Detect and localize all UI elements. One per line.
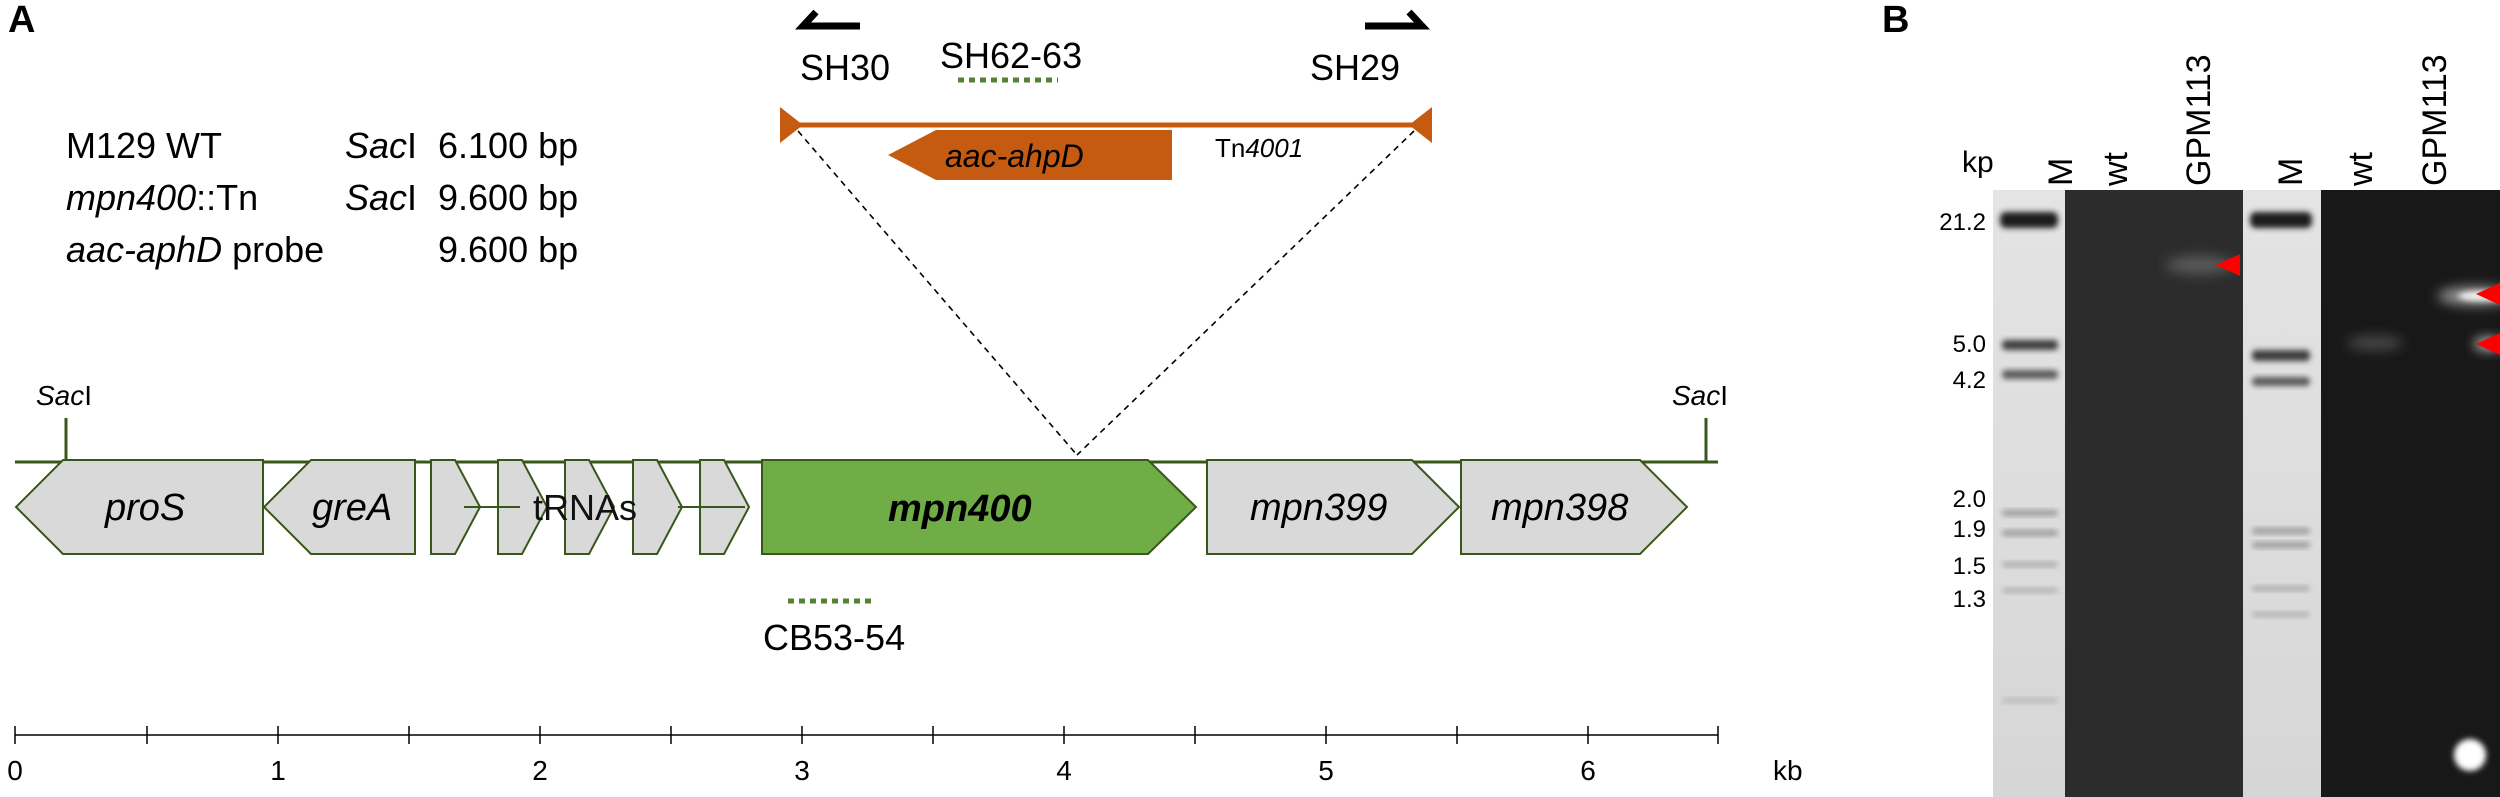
saci-site-right-label: SacI [1672, 380, 1728, 411]
kb-axis-ticks [14, 726, 1719, 744]
gene-pros [14, 459, 264, 555]
transposon: SH30 SH29 SH62-63 aac-ahpD Tn4001 [780, 9, 1432, 456]
gene-pros-label: proS [104, 487, 185, 529]
panel-a-label: A [8, 0, 35, 41]
saci-site-left-label: SacI [36, 380, 92, 411]
gel-arrow-gpm113-lane-6-lower [2476, 333, 2500, 355]
kb-tick-0: 0 [7, 755, 23, 786]
gel-marker-lane-1-bands [2000, 212, 2058, 703]
aac-ahpd-gene [888, 130, 1172, 180]
info-row-2-size: 9.600 bp [438, 177, 578, 218]
gel-dark-section-2 [2321, 190, 2500, 797]
trna-gene-2 [497, 459, 549, 555]
insertion-guide-left [797, 130, 1078, 456]
transposon-left-ir [780, 107, 803, 143]
gel-band-gpm113-1 [2166, 256, 2234, 274]
gel-lane-1-label: M [2042, 158, 2080, 186]
gel-marker-21-2: 21.2 [1939, 209, 1986, 236]
info-row-3-size: 9.600 bp [438, 229, 578, 270]
kb-axis-unit: kb [1773, 755, 1803, 786]
gel-marker-1-9: 1.9 [1953, 516, 1986, 543]
gene-mpn400 [761, 459, 1198, 555]
genome-map: proS greA tRNAs mpn400 mpn399 mpn398 CB5… [14, 459, 1718, 658]
gel-header: kp M wt GPM113 M wt GPM113 [1962, 54, 2454, 187]
gel-marker-lane-2 [2243, 190, 2321, 797]
gel-lane-4-label: M [2272, 158, 2310, 186]
gel-dark-section-1 [2065, 190, 2243, 797]
gel-image [1993, 190, 2500, 797]
primer-sh29-arrow [1365, 9, 1431, 30]
primer-sh30-label: SH30 [800, 47, 890, 88]
primer-sh30-arrow [794, 9, 860, 30]
kb-tick-5: 5 [1318, 755, 1334, 786]
gel-lane-2-label: wt [2097, 151, 2135, 187]
primer-sh29-label: SH29 [1310, 47, 1400, 88]
gel-marker-labels: 21.2 5.0 4.2 2.0 1.9 1.5 1.3 [1939, 209, 1986, 613]
kb-tick-6: 6 [1580, 755, 1596, 786]
info-row-1-enzyme: SacI [345, 125, 417, 166]
kb-axis: 0 1 2 3 4 5 6 kb [7, 726, 1803, 786]
info-row-2-enzyme: SacI [345, 177, 417, 218]
gene-mpn399-label: mpn399 [1250, 487, 1387, 529]
saci-sites: SacI SacI [36, 380, 1728, 462]
gel-band-wt-2 [2347, 336, 2403, 350]
gene-mpn398 [1460, 459, 1689, 555]
info-table: M129 WT SacI 6.100 bp mpn400::Tn SacI 9.… [66, 125, 578, 270]
transposon-right-ir [1409, 107, 1432, 143]
gel-edge-spot [2454, 739, 2486, 771]
gel-marker-2-0: 2.0 [1953, 486, 1986, 513]
kb-tick-3: 3 [794, 755, 810, 786]
info-row-1-strain: M129 WT [66, 125, 222, 166]
gene-mpn398-label: mpn398 [1491, 487, 1628, 529]
info-row-1-size: 6.100 bp [438, 125, 578, 166]
aac-ahpd-label: aac-ahpD [945, 138, 1084, 174]
trna-gene-4 [632, 459, 684, 555]
kb-tick-2: 2 [532, 755, 548, 786]
kb-tick-4: 4 [1056, 755, 1072, 786]
tn4001-label: Tn4001 [1215, 133, 1303, 163]
gel-marker-lane-1 [1993, 190, 2065, 797]
trna-label: tRNAs [533, 487, 637, 528]
gel-marker-4-2: 4.2 [1953, 367, 1986, 394]
gel-unit-label: kp [1962, 146, 1994, 179]
gel-marker-lane-2-bands [2250, 212, 2312, 617]
gel-lane-6-label: GPM113 [2416, 54, 2454, 186]
gene-grea [262, 459, 416, 555]
trna-gene-1 [430, 459, 482, 555]
info-row-2-strain: mpn400::Tn [66, 177, 258, 218]
gel-arrow-gpm113-lane-6-upper [2476, 283, 2500, 305]
gene-grea-label: greA [312, 487, 392, 529]
info-row-3-strain: aac-aphD probe [66, 229, 324, 270]
probe-sh62-63-label: SH62-63 [940, 35, 1082, 76]
gel-lane-5-label: wt [2342, 151, 2380, 187]
gel-marker-1-5: 1.5 [1953, 553, 1986, 580]
kb-tick-1: 1 [270, 755, 286, 786]
gel-lane-3-label: GPM113 [2180, 54, 2218, 186]
gel-marker-1-3: 1.3 [1953, 586, 1986, 613]
gene-mpn399 [1206, 459, 1461, 555]
trna-gene-3 [564, 459, 616, 555]
panel-b-label: B [1882, 0, 1909, 41]
gene-mpn400-label: mpn400 [888, 488, 1032, 530]
probe-cb53-54-label: CB53-54 [763, 617, 905, 658]
gel-arrow-gpm113-lane-3 [2216, 254, 2240, 276]
gel-marker-5-0: 5.0 [1953, 331, 1986, 358]
insertion-guide-right [1076, 130, 1415, 456]
